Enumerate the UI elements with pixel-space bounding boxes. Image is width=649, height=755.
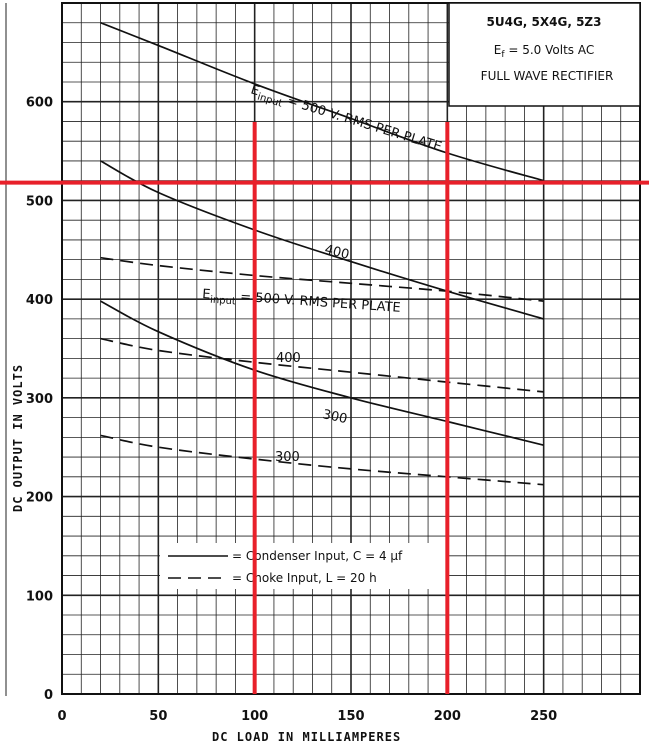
title-tubes: 5U4G, 5X4G, 5Z3 [487,15,602,29]
curve-label-choke-300: 300 [275,450,300,465]
y-tick-label: 600 [26,96,53,111]
series-line-condenser-400 [100,160,544,320]
plot-border [61,2,641,695]
curve-label-condenser-300: 300 [321,407,348,427]
series-line-condenser-500 [100,21,544,182]
x-tick-label: 50 [149,709,167,724]
series-line-condenser-300 [100,300,544,447]
legend-choke-label: = Choke Input, L = 20 h [232,571,377,585]
curve-label-choke-400: 400 [276,351,301,366]
y-tick-label: 0 [44,688,53,703]
title-filament: Ef = 5.0 Volts AC [494,43,594,60]
series-line-choke-400 [100,337,544,393]
curve-label-condenser-400: 400 [323,242,351,263]
series-line-choke-500 [100,256,544,302]
x-tick-label: 100 [241,709,268,724]
curve-label-choke-500: Einput = 500 V. RMS PER PLATE [202,287,402,319]
x-tick-label: 200 [434,709,461,724]
x-tick-label: 0 [57,709,66,724]
x-axis-title: DC LOAD IN MILLIAMPERES [212,730,401,744]
title-box: 5U4G, 5X4G, 5Z3 Ef = 5.0 Volts AC FULL W… [448,2,641,107]
y-tick-label: 200 [26,491,53,506]
axis-frame [5,2,641,696]
title-mode: FULL WAVE RECTIFIER [481,69,614,83]
tick-labels: 0 50 100 150 200 250 0 100 200 300 400 500 600 [26,96,557,724]
y-tick-label: 300 [26,392,53,407]
y-tick-label: 500 [26,194,53,209]
y-tick-label: 100 [26,589,53,604]
y-tick-label: 400 [26,293,53,308]
curve-label-condenser-500: Einput = 500 V. RMS PER PLATE [248,82,443,157]
x-tick-label: 150 [337,709,364,724]
legend: = Condenser Input, C = 4 µf = Choke Inpu… [160,543,448,589]
y-axis-title: DC OUTPUT IN VOLTS [11,364,25,512]
x-tick-label: 250 [530,709,557,724]
reference-lines [0,122,649,694]
legend-condenser-label: = Condenser Input, C = 4 µf [232,549,403,563]
curves [100,21,544,486]
series-line-choke-300 [100,434,544,486]
